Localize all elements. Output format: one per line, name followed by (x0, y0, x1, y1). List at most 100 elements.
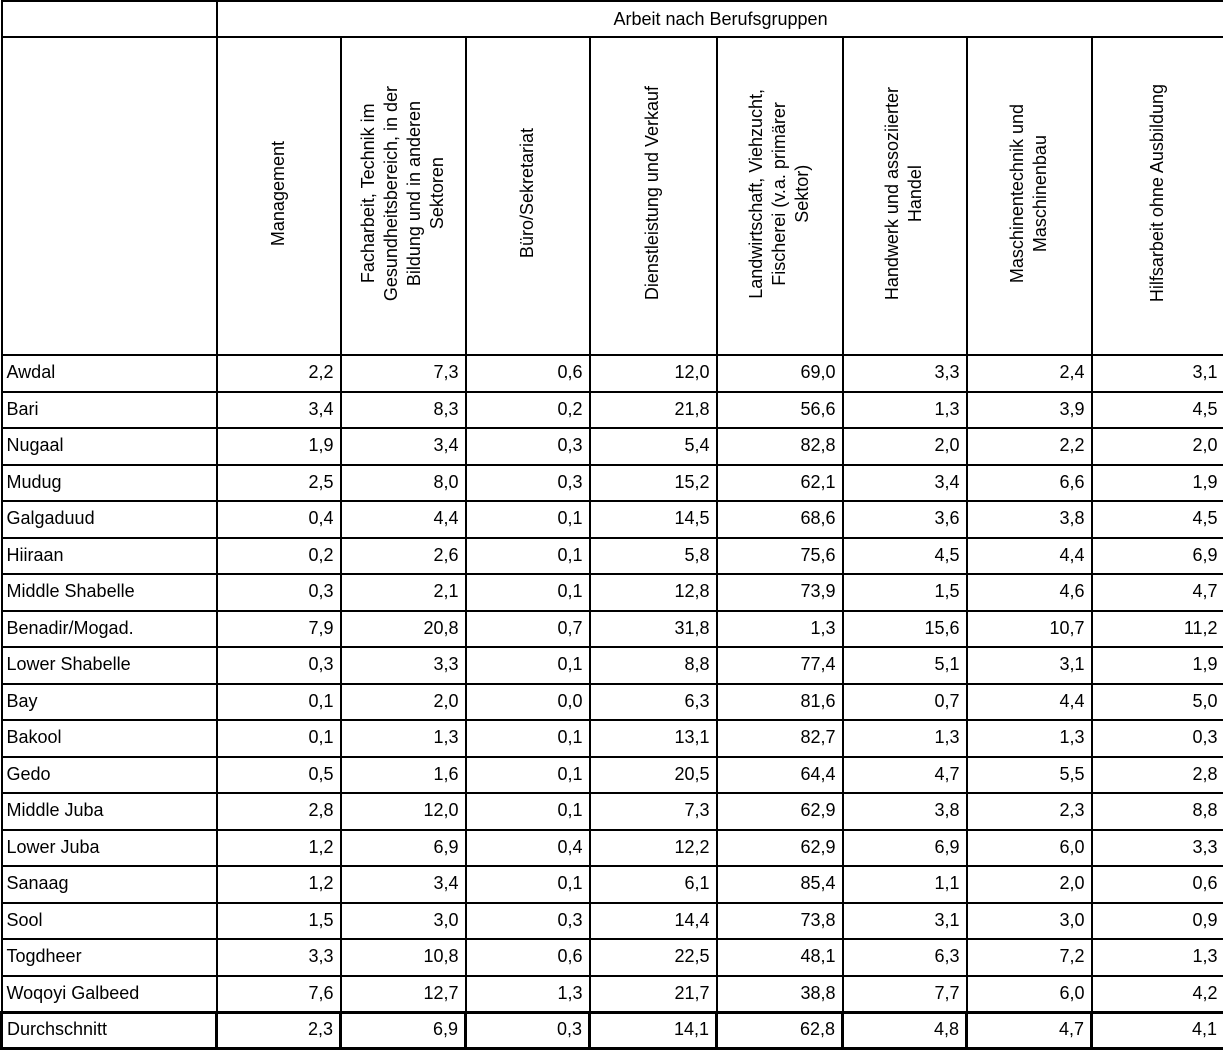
value-cell: 12,2 (588, 828, 718, 867)
value-cell: 1,9 (1090, 646, 1223, 685)
table-title: Arbeit nach Berufsgruppen (215, 0, 1223, 38)
summary-value-cell: 0,3 (464, 1010, 591, 1050)
value-cell: 62,1 (715, 463, 844, 502)
value-cell: 0,1 (464, 719, 591, 758)
value-cell: 8,8 (1090, 792, 1223, 831)
value-cell: 1,3 (464, 974, 591, 1013)
value-cell: 3,9 (965, 390, 1093, 429)
value-cell: 10,8 (339, 938, 467, 977)
value-cell: 10,7 (965, 609, 1093, 648)
value-cell: 2,1 (339, 573, 467, 612)
value-cell: 4,7 (1090, 573, 1223, 612)
value-cell: 12,8 (588, 573, 718, 612)
value-cell: 4,5 (1090, 500, 1223, 539)
value-cell: 13,1 (588, 719, 718, 758)
column-header-label: Facharbeit, Technik im Gesundheitsbereic… (357, 85, 448, 302)
value-cell: 77,4 (715, 646, 844, 685)
value-cell: 3,3 (841, 354, 968, 393)
row-header-corner-cell (0, 36, 218, 356)
value-cell: 0,1 (464, 536, 591, 575)
value-cell: 4,6 (965, 573, 1093, 612)
table-row: Bay 0,1 2,0 0,0 6,3 81,6 0,7 4,4 5,0 (0, 682, 1223, 721)
value-cell: 0,1 (464, 500, 591, 539)
table-row: Nugaal 1,9 3,4 0,3 5,4 82,8 2,0 2,2 2,0 (0, 427, 1223, 466)
value-cell: 3,0 (965, 901, 1093, 940)
table-row: Benadir/Mogad. 7,9 20,8 0,7 31,8 1,3 15,6 10,7 1… (0, 609, 1223, 648)
value-cell: 73,9 (715, 573, 844, 612)
value-cell: 20,8 (339, 609, 467, 648)
value-cell: 3,1 (965, 646, 1093, 685)
value-cell: 3,3 (215, 938, 342, 977)
table-row: Bakool 0,1 1,3 0,1 13,1 82,7 1,3 1,3 0,3 (0, 719, 1223, 758)
column-header-label: Hilfsarbeit ohne Ausbildung (1147, 84, 1168, 303)
value-cell: 4,7 (841, 755, 968, 794)
value-cell: 7,9 (215, 609, 342, 648)
value-cell: 3,0 (339, 901, 467, 940)
summary-row: Durchschnitt 2,3 6,9 0,3 14,1 62,8 4,8 4,7 4,1 (0, 1010, 1223, 1050)
value-cell: 12,0 (339, 792, 467, 831)
region-cell: Bakool (0, 719, 218, 758)
value-cell: 3,8 (841, 792, 968, 831)
value-cell: 3,8 (965, 500, 1093, 539)
value-cell: 3,1 (841, 901, 968, 940)
region-cell: Lower Shabelle (0, 646, 218, 685)
column-header-label: Dienstleistung und Verkauf (642, 86, 663, 301)
value-cell: 5,8 (588, 536, 718, 575)
value-cell: 3,4 (339, 427, 467, 466)
value-cell: 0,4 (215, 500, 342, 539)
column-header-management: Management (215, 36, 342, 356)
value-cell: 14,4 (588, 901, 718, 940)
value-cell: 1,3 (841, 719, 968, 758)
value-cell: 3,6 (841, 500, 968, 539)
value-cell: 0,1 (464, 865, 591, 904)
value-cell: 2,0 (965, 865, 1093, 904)
region-cell: Nugaal (0, 427, 218, 466)
table-row: Middle Shabelle 0,3 2,1 0,1 12,8 73,9 1,5 4,6 4,… (0, 573, 1223, 612)
region-cell: Benadir/Mogad. (0, 609, 218, 648)
column-header-label: Landwirtschaft, Viehzucht, Fischerei (v.… (745, 88, 813, 299)
value-cell: 5,1 (841, 646, 968, 685)
value-cell: 4,4 (339, 500, 467, 539)
value-cell: 1,6 (339, 755, 467, 794)
value-cell: 85,4 (715, 865, 844, 904)
value-cell: 12,7 (339, 974, 467, 1013)
table-row: Togdheer 3,3 10,8 0,6 22,5 48,1 6,3 7,2 1,3 (0, 938, 1223, 977)
region-cell: Galgaduud (0, 500, 218, 539)
value-cell: 0,4 (464, 828, 591, 867)
value-cell: 0,3 (464, 427, 591, 466)
region-cell: Mudug (0, 463, 218, 502)
value-cell: 4,2 (1090, 974, 1223, 1013)
region-cell: Sool (0, 901, 218, 940)
summary-value-cell: 4,8 (841, 1010, 968, 1050)
table-row: Woqoyi Galbeed 7,6 12,7 1,3 21,7 38,8 7,7 6,0 4,… (0, 974, 1223, 1013)
value-cell: 1,2 (215, 865, 342, 904)
table-row: Sanaag 1,2 3,4 0,1 6,1 85,4 1,1 2,0 0,6 (0, 865, 1223, 904)
column-header-label: Büro/Sekretariat (516, 128, 537, 259)
value-cell: 2,0 (339, 682, 467, 721)
value-cell: 82,8 (715, 427, 844, 466)
value-cell: 1,9 (1090, 463, 1223, 502)
table-row: Gedo 0,5 1,6 0,1 20,5 64,4 4,7 5,5 2,8 (0, 755, 1223, 794)
region-cell: Lower Juba (0, 828, 218, 867)
value-cell: 2,8 (1090, 755, 1223, 794)
value-cell: 0,3 (464, 901, 591, 940)
region-cell: Middle Shabelle (0, 573, 218, 612)
value-cell: 8,8 (588, 646, 718, 685)
value-cell: 7,3 (588, 792, 718, 831)
region-cell: Middle Juba (0, 792, 218, 831)
corner-cell (0, 0, 218, 38)
value-cell: 1,2 (215, 828, 342, 867)
value-cell: 2,0 (841, 427, 968, 466)
value-cell: 0,6 (464, 938, 591, 977)
value-cell: 6,9 (1090, 536, 1223, 575)
value-cell: 2,5 (215, 463, 342, 502)
value-cell: 0,6 (1090, 865, 1223, 904)
column-header-handwerk: Handwerk und assoziierter Handel (841, 36, 968, 356)
column-header-buero-sekretariat: Büro/Sekretariat (464, 36, 591, 356)
value-cell: 1,1 (841, 865, 968, 904)
region-cell: Togdheer (0, 938, 218, 977)
value-cell: 0,1 (464, 646, 591, 685)
value-cell: 3,4 (841, 463, 968, 502)
value-cell: 0,2 (464, 390, 591, 429)
